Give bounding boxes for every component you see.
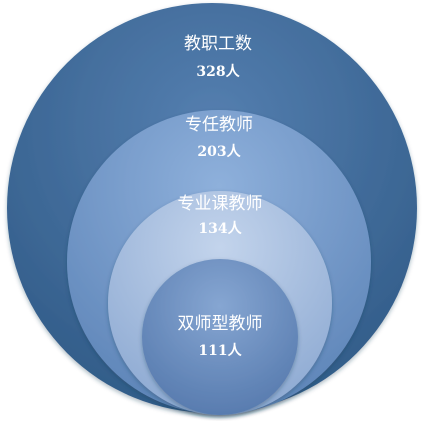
label-staff-total: 教职工数 — [184, 34, 252, 54]
label-specialized-teachers: 专业课教师 — [178, 194, 263, 214]
count-staff-total: 328人 — [196, 63, 240, 80]
count-specialized-teachers: 134人 — [198, 220, 242, 237]
count-dual-qualified-teachers: 111人 — [198, 342, 242, 359]
label-dual-qualified-teachers: 双师型教师 — [178, 314, 263, 334]
circle-dual-qualified-teachers — [142, 259, 298, 415]
label-full-time-teachers: 专任教师 — [185, 115, 253, 135]
count-full-time-teachers: 203人 — [197, 143, 241, 160]
